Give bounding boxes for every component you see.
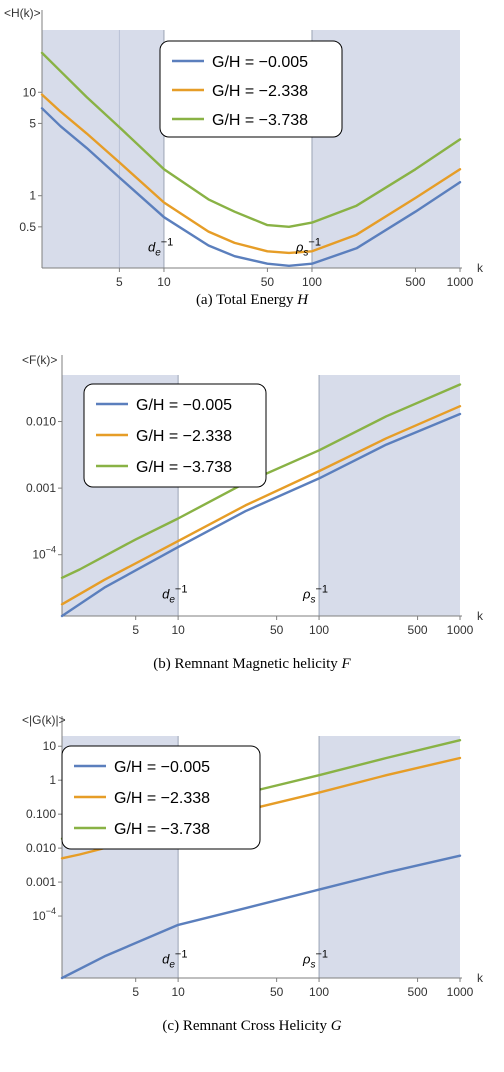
legend: G/H = −0.005 G/H = −2.338 G/H = −3.738 <box>83 383 267 488</box>
x-tick-label: 100 <box>309 623 329 637</box>
x-tick-label: 10 <box>171 985 185 999</box>
y-tick-label: 10 <box>23 85 37 99</box>
series-line-1 <box>60 412 462 618</box>
x-tick-label: 1000 <box>447 623 474 637</box>
x-tick-label: 100 <box>302 275 322 289</box>
x-tick-label: 50 <box>261 275 275 289</box>
y-axis-label: <H(k)> <box>4 6 41 20</box>
series-line-3 <box>40 51 462 229</box>
x-tick-label: 5 <box>132 985 139 999</box>
scale-marker-label: ρs−1 <box>302 583 328 605</box>
legend-entry-2: G/H = −2.338 <box>114 790 210 807</box>
x-tick-label: 1000 <box>447 985 474 999</box>
x-tick-label: 5 <box>116 275 123 289</box>
y-tick-label: 0.010 <box>26 415 56 429</box>
y-tick-label: 0.010 <box>26 841 56 855</box>
y-axis-label: <|G(k)|> <box>22 713 66 727</box>
legend-entry-2: G/H = −2.338 <box>212 83 308 100</box>
caption: (b) Remnant Magnetic helicity F <box>153 656 351 672</box>
x-axis-label: k <box>477 971 484 985</box>
y-tick-label: 0.100 <box>26 807 56 821</box>
shaded-region <box>319 375 460 616</box>
x-tick-label: 1000 <box>447 275 474 289</box>
scale-marker-label: de−1 <box>148 236 173 258</box>
series-line-1 <box>40 107 462 267</box>
scale-marker-label: ρs−1 <box>295 236 321 258</box>
shaded-region <box>319 736 460 978</box>
legend-entry-1: G/H = −0.005 <box>136 397 232 414</box>
legend-entry-1: G/H = −0.005 <box>114 759 210 776</box>
caption: (a) Total Energy H <box>196 292 309 308</box>
legend-entry-3: G/H = −3.738 <box>114 821 210 838</box>
legend-entry-1: G/H = −0.005 <box>212 54 308 71</box>
y-tick-label: 0.001 <box>26 481 56 495</box>
x-tick-label: 10 <box>157 275 171 289</box>
series-line-1 <box>60 854 462 980</box>
y-tick-label: 10−4 <box>32 545 56 562</box>
x-tick-label: 5 <box>132 623 139 637</box>
y-axis-label: <F(k)> <box>22 353 57 367</box>
scale-marker-label: ρs−1 <box>302 949 328 971</box>
y-tick-label: 5 <box>29 116 36 130</box>
x-axis-label: k <box>477 261 484 275</box>
legend-box <box>83 383 267 488</box>
chart-panel-3: 5 10 50 100 500 1000 10−4 0.001 0.010 0.100 1 10 <|G… <box>22 713 484 1034</box>
legend-entry-3: G/H = −3.738 <box>212 112 308 129</box>
series-line-2 <box>60 405 462 606</box>
chart-panel-2: 5 10 50 100 500 1000 10−4 0.001 0.010 <F(k)> k de−1… <box>22 353 484 672</box>
series-line-3 <box>60 383 462 579</box>
x-tick-label: 500 <box>408 623 428 637</box>
legend-box <box>159 40 343 138</box>
x-tick-label: 50 <box>270 623 284 637</box>
y-tick-label: 0.5 <box>19 220 36 234</box>
chart-panel-1: 5 10 50 100 500 1000 0.5 1 5 10 <H(k)> k de−1 ρs−1 G/H… <box>4 6 484 308</box>
legend-box <box>61 745 261 850</box>
x-tick-label: 100 <box>309 985 329 999</box>
y-tick-label: 1 <box>29 189 36 203</box>
legend-entry-3: G/H = −3.738 <box>136 459 232 476</box>
legend: G/H = −0.005 G/H = −2.338 G/H = −3.738 <box>61 745 261 850</box>
x-axis-label: k <box>477 609 484 623</box>
caption: (c) Remnant Cross Helicity G <box>162 1018 341 1034</box>
series-line-2 <box>40 93 462 255</box>
y-tick-label: 10−4 <box>32 906 56 923</box>
x-tick-label: 10 <box>171 623 185 637</box>
y-tick-label: 1 <box>49 773 56 787</box>
legend: G/H = −0.005 G/H = −2.338 G/H = −3.738 <box>159 40 343 138</box>
scale-marker-label: de−1 <box>162 949 187 971</box>
x-tick-label: 50 <box>270 985 284 999</box>
legend-entry-2: G/H = −2.338 <box>136 428 232 445</box>
x-tick-label: 500 <box>405 275 425 289</box>
y-tick-label: 0.001 <box>26 875 56 889</box>
x-tick-label: 500 <box>408 985 428 999</box>
scale-marker-label: de−1 <box>162 583 187 605</box>
y-tick-label: 10 <box>43 739 57 753</box>
